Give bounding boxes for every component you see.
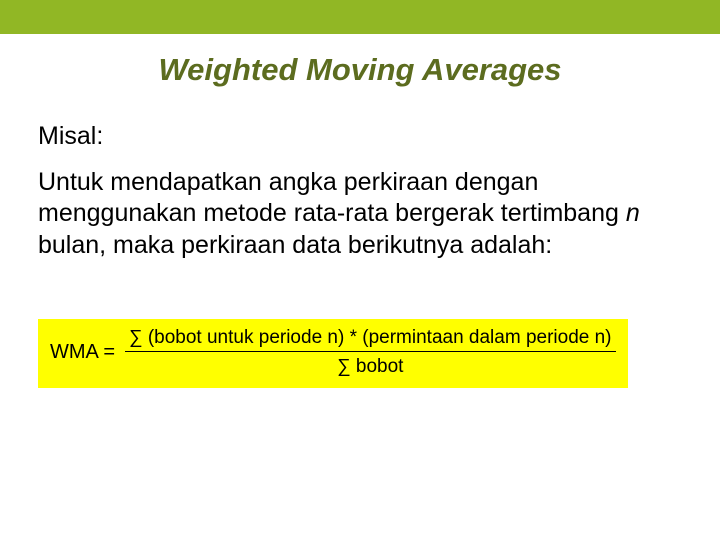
formula-row: WMA = ∑ (bobot untuk periode n) * (permi… xyxy=(50,327,616,378)
formula-lhs: WMA = xyxy=(50,341,115,364)
body-text-italic-n: n xyxy=(626,199,640,227)
body-paragraph: Untuk mendapatkan angka perkiraan dengan… xyxy=(38,167,682,261)
slide-title: Weighted Moving Averages xyxy=(38,52,682,88)
formula-denominator: ∑ bobot xyxy=(337,352,403,378)
slide-content: Weighted Moving Averages Misal: Untuk me… xyxy=(0,52,720,388)
body-text-pre: Untuk mendapatkan angka perkiraan dengan… xyxy=(38,168,626,227)
top-accent-bar xyxy=(0,0,720,34)
formula-highlight-box: WMA = ∑ (bobot untuk periode n) * (permi… xyxy=(38,319,628,388)
formula-fraction: ∑ (bobot untuk periode n) * (permintaan … xyxy=(125,327,616,378)
body-text-post: bulan, maka perkiraan data berikutnya ad… xyxy=(38,231,552,259)
example-label: Misal: xyxy=(38,122,682,151)
formula-numerator: ∑ (bobot untuk periode n) * (permintaan … xyxy=(125,327,616,351)
